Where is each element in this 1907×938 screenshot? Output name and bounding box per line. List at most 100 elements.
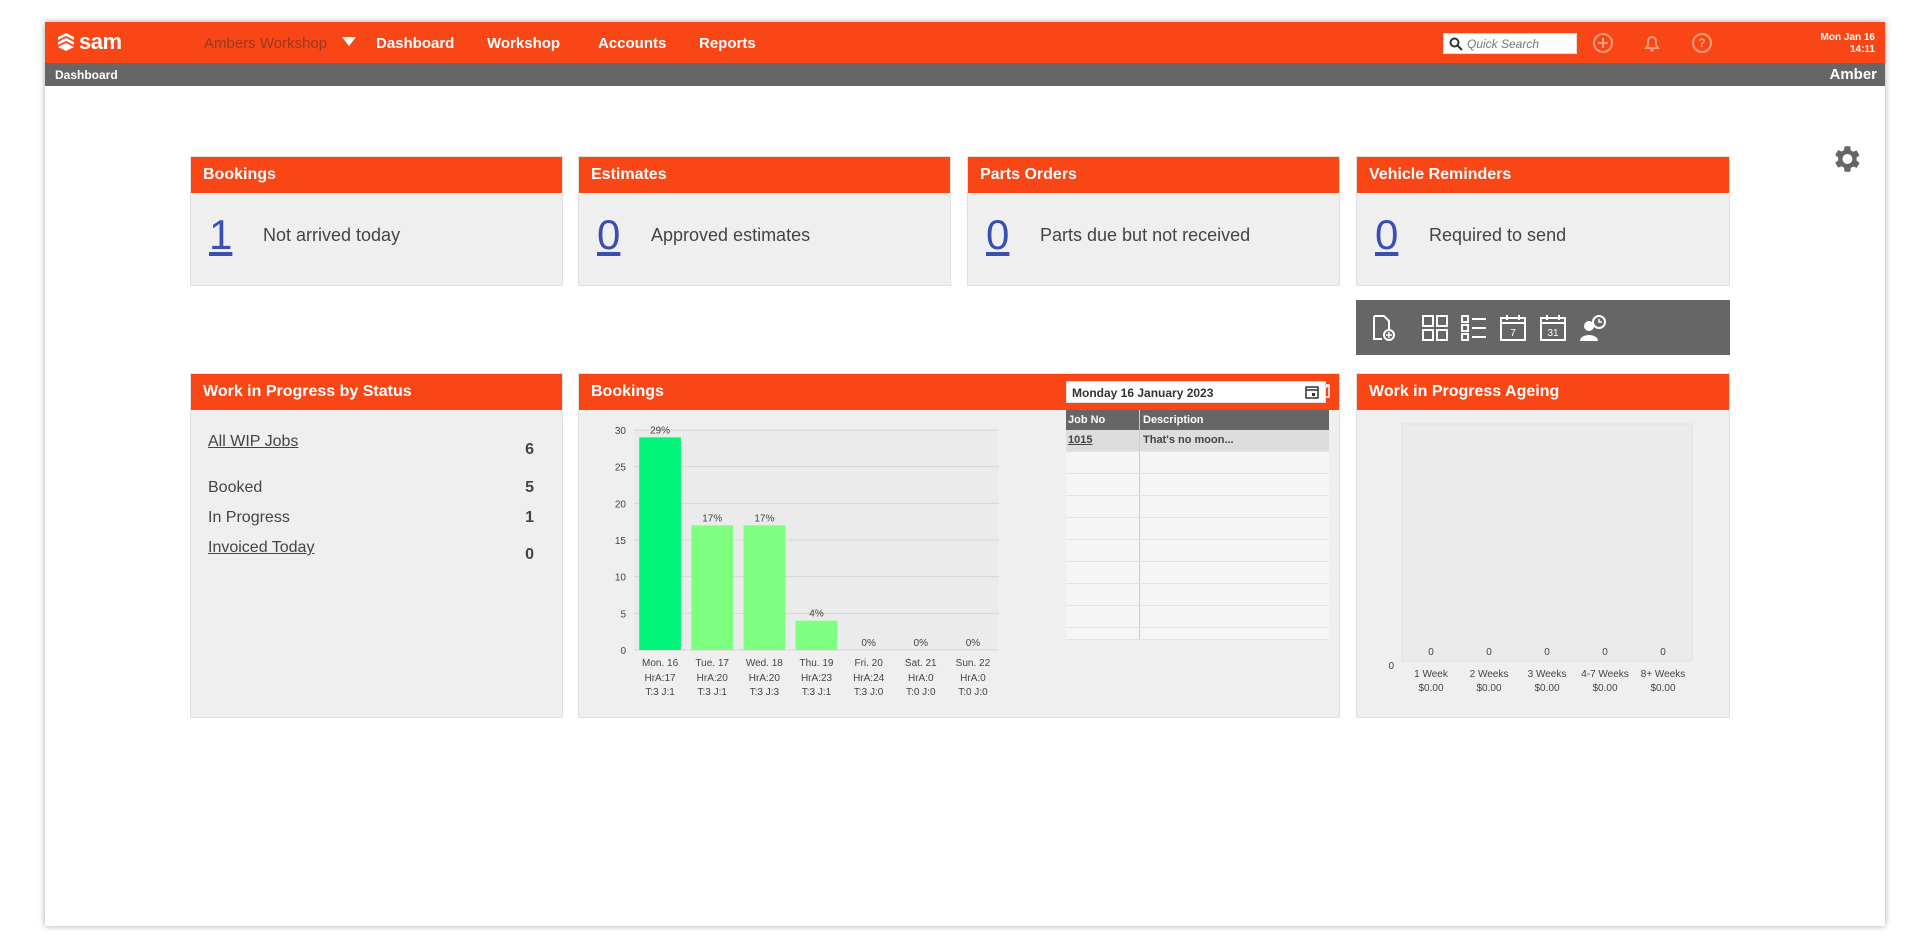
bell-icon[interactable] xyxy=(1641,32,1663,54)
stat-label: Not arrived today xyxy=(263,224,401,245)
user-name[interactable]: Amber xyxy=(1829,66,1877,83)
x-tick-label: Fri. 20 xyxy=(854,658,883,669)
bar-data-label: 0 xyxy=(1428,647,1434,658)
x-tick-sublabel: HrA:24 xyxy=(853,673,885,684)
nav-workshop[interactable]: Workshop xyxy=(487,35,561,52)
job-table-header: Job No Description xyxy=(1066,410,1329,430)
y-tick-label: 15 xyxy=(615,536,627,547)
x-tick-sublabel: HrA:0 xyxy=(908,673,934,684)
table-row-empty xyxy=(1066,584,1329,606)
search-input[interactable] xyxy=(1467,36,1567,51)
help-icon[interactable]: ? xyxy=(1691,32,1713,54)
bar-data-label: 0 xyxy=(1544,647,1550,658)
chevron-down-icon[interactable] xyxy=(342,37,356,46)
table-row-empty xyxy=(1066,562,1329,584)
table-row[interactable]: 1015 That's no moon... xyxy=(1066,430,1329,452)
new-document-icon[interactable] xyxy=(1368,313,1398,343)
stat-label: Parts due but not received xyxy=(1040,224,1251,245)
wip-status-card: Work in Progress by Status All WIP Jobs … xyxy=(190,373,563,718)
job-description: That's no moon... xyxy=(1143,434,1234,446)
svg-text:31: 31 xyxy=(1547,328,1559,339)
x-tick-sublabel: $0.00 xyxy=(1476,683,1501,694)
technician-clock-icon[interactable] xyxy=(1578,313,1608,343)
stat-label: Required to send xyxy=(1429,224,1567,245)
gear-icon[interactable] xyxy=(1829,142,1863,176)
workshop-selector[interactable]: Ambers Workshop xyxy=(204,35,328,52)
stat-label: Approved estimates xyxy=(651,224,811,245)
list-view-icon[interactable] xyxy=(1459,313,1489,343)
time-text: 14:11 xyxy=(1849,44,1875,55)
x-tick-label: Thu. 19 xyxy=(800,658,834,669)
x-tick-sublabel: HrA:17 xyxy=(645,673,677,684)
booking-date-picker[interactable]: Monday 16 January 2023 xyxy=(1066,381,1326,403)
bookings-chart: 0 5 10 15 20 25 30 29% Mon. 16 HrA:17 T:3 J:1 17% Tu… xyxy=(615,425,999,698)
breadcrumb[interactable]: Dashboard xyxy=(55,68,118,82)
quick-action-toolbar: 7 31 xyxy=(1356,300,1730,355)
table-row-empty xyxy=(1066,474,1329,496)
x-tick-sublabel: T:3 J:1 xyxy=(802,687,832,698)
table-row-empty xyxy=(1066,540,1329,562)
stat-value[interactable]: 0 xyxy=(986,211,1010,258)
stat-value[interactable]: 0 xyxy=(597,211,621,258)
y-tick-label: 10 xyxy=(615,573,627,584)
x-tick-sublabel: T:3 J:1 xyxy=(697,687,727,698)
wip-booked-count: 5 xyxy=(525,479,534,496)
grid-view-icon[interactable] xyxy=(1420,313,1450,343)
wip-booked-label: Booked xyxy=(208,479,263,496)
logo-text: sam xyxy=(79,29,122,54)
y-tick-label: 25 xyxy=(615,463,627,474)
table-row-empty xyxy=(1066,452,1329,474)
x-tick-label: 3 Weeks xyxy=(1528,669,1567,680)
nav-accounts[interactable]: Accounts xyxy=(598,35,667,52)
card-title: Parts Orders xyxy=(968,157,1339,193)
top-nav-bar: sam Ambers Workshop Dashboard Workshop A… xyxy=(45,22,1885,63)
plot-area xyxy=(1401,423,1693,662)
stat-value[interactable]: 1 xyxy=(209,211,233,258)
card-title: Work in Progress Ageing xyxy=(1357,374,1729,410)
x-tick-sublabel: HrA:23 xyxy=(801,673,833,684)
col-description: Description xyxy=(1143,414,1204,426)
wip-ageing-chart: 0 0 1 Week $0.00 0 2 Weeks $0.00 0 3 Weeks $0.00 0… xyxy=(1388,423,1693,694)
x-tick-label: 2 Weeks xyxy=(1470,669,1509,680)
sam-logo[interactable]: sam xyxy=(57,29,122,54)
wip-invoiced-today-link[interactable]: Invoiced Today xyxy=(208,539,315,556)
parts-orders-card: Parts Orders 0 Parts due but not received xyxy=(967,156,1340,286)
breadcrumb-bar: Dashboard Amber xyxy=(45,63,1885,86)
table-row-empty xyxy=(1066,518,1329,540)
x-tick-sublabel: $0.00 xyxy=(1418,683,1443,694)
nav-reports[interactable]: Reports xyxy=(699,35,756,52)
date-text: Mon Jan 16 xyxy=(1820,32,1875,43)
add-circle-icon[interactable] xyxy=(1592,32,1614,54)
calendar-31-icon[interactable]: 31 xyxy=(1538,313,1568,343)
y-tick-label: 0 xyxy=(1388,661,1394,672)
table-row-empty xyxy=(1066,496,1329,518)
stat-value[interactable]: 0 xyxy=(1375,211,1399,258)
chart-bar xyxy=(743,525,786,650)
calendar-icon[interactable] xyxy=(1305,385,1319,399)
x-tick-sublabel: T:3 J:1 xyxy=(645,687,675,698)
bookings-panel-title: Bookings xyxy=(591,383,664,400)
quick-search[interactable] xyxy=(1443,33,1577,54)
table-row-empty xyxy=(1066,628,1329,640)
wip-ageing-card: Work in Progress Ageing 0 0 1 Week $0.00 0 2 … xyxy=(1356,373,1730,718)
bar-data-label: 0% xyxy=(914,638,929,649)
x-tick-label: 4-7 Weeks xyxy=(1581,669,1629,680)
calendar-7-icon[interactable]: 7 xyxy=(1498,313,1528,343)
nav-dashboard[interactable]: Dashboard xyxy=(376,35,455,52)
x-tick-label: Wed. 18 xyxy=(746,658,783,669)
bar-data-label: 4% xyxy=(809,609,824,620)
estimates-card: Estimates 0 Approved estimates xyxy=(578,156,951,286)
wip-all-jobs-link[interactable]: All WIP Jobs xyxy=(208,433,299,450)
bar-data-label: 0 xyxy=(1660,647,1666,658)
x-tick-sublabel: HrA:0 xyxy=(960,673,986,684)
job-no-link[interactable]: 1015 xyxy=(1068,434,1093,446)
x-tick-sublabel: T:0 J:0 xyxy=(906,687,936,698)
table-row-empty xyxy=(1066,606,1329,628)
x-tick-label: 8+ Weeks xyxy=(1641,669,1686,680)
x-tick-label: 1 Week xyxy=(1414,669,1449,680)
x-tick-label: Tue. 17 xyxy=(695,658,729,669)
card-title: Vehicle Reminders xyxy=(1357,157,1729,193)
job-table: Job No Description 1015 That's no moon..… xyxy=(1066,410,1329,640)
x-tick-sublabel: $0.00 xyxy=(1592,683,1617,694)
y-tick-label: 0 xyxy=(620,646,626,657)
